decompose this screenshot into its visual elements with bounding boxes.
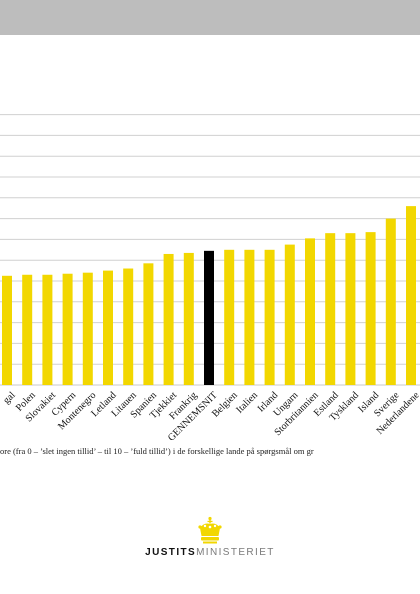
bar-sverige: [385, 218, 396, 385]
bar-polen: [22, 274, 33, 385]
bar-gennemsnit: [204, 250, 214, 385]
logo-wordmark: JUSTITSMINISTERIET: [130, 547, 290, 558]
bar-irland: [264, 249, 275, 385]
bar-montenegro: [82, 272, 93, 385]
bar-italien: [244, 249, 255, 385]
tick-label: Italien: [234, 390, 260, 416]
bar-chart: gal Polen Slovakiet Cypern Montenegro Letland…: [0, 35, 420, 475]
chart-svg: galPolenSlovakietCypernMontenegroLetland…: [0, 114, 420, 444]
bar-tjekkiet: [163, 253, 174, 385]
bar-belgien: [224, 249, 235, 385]
bar-cypern: [62, 273, 73, 385]
bar-litauen: [123, 268, 134, 385]
logo-text-light: MINISTERIET: [196, 547, 275, 558]
bar-estland: [325, 233, 336, 385]
crown-icon: [198, 516, 222, 544]
logo-text-bold: JUSTITS: [145, 547, 197, 558]
ministry-logo: JUSTITSMINISTERIET: [130, 516, 290, 562]
header-band: [0, 0, 420, 35]
chart-caption: ore (fra 0 – ’slet ingen tillid’ – til 1…: [0, 446, 314, 456]
bar-spanien: [143, 263, 154, 385]
bar-nederlandene: [406, 206, 416, 385]
bar-ungarn: [284, 244, 295, 385]
bar-tyskland: [345, 233, 356, 385]
bar-frankrig: [183, 252, 194, 385]
bar-letland: [103, 270, 113, 385]
bar-island: [365, 232, 376, 385]
bar-portugal: [2, 275, 12, 385]
bar-slovakiet: [42, 274, 53, 385]
bar-storbritannien: [305, 238, 315, 385]
